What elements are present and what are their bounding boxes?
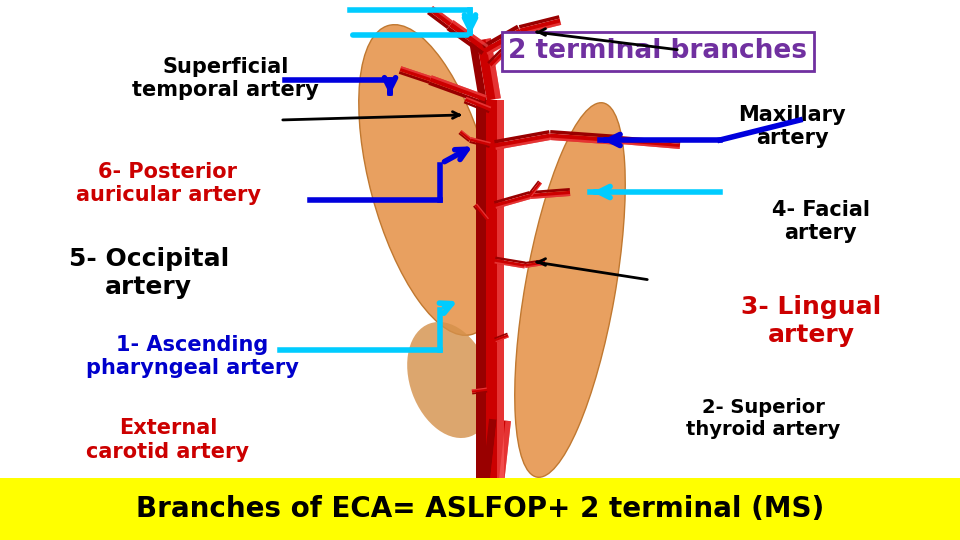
- Polygon shape: [476, 204, 489, 219]
- Polygon shape: [494, 194, 531, 209]
- Polygon shape: [460, 130, 471, 140]
- Text: 1- Ascending
pharyngeal artery: 1- Ascending pharyngeal artery: [85, 335, 299, 378]
- Polygon shape: [495, 336, 509, 342]
- Polygon shape: [449, 20, 489, 51]
- Text: 3- Lingual
artery: 3- Lingual artery: [741, 295, 881, 347]
- Polygon shape: [525, 261, 545, 268]
- Polygon shape: [473, 205, 487, 221]
- Polygon shape: [452, 20, 489, 48]
- Polygon shape: [482, 25, 519, 49]
- Polygon shape: [487, 47, 504, 64]
- Polygon shape: [486, 100, 504, 510]
- Bar: [0, 478, 960, 540]
- Text: 6- Posterior
auricular artery: 6- Posterior auricular artery: [76, 162, 260, 205]
- Polygon shape: [465, 97, 492, 111]
- Polygon shape: [493, 191, 530, 204]
- Text: 4- Facial
artery: 4- Facial artery: [772, 200, 870, 243]
- Polygon shape: [519, 18, 562, 35]
- Polygon shape: [531, 183, 542, 197]
- Polygon shape: [490, 49, 508, 68]
- Polygon shape: [494, 259, 525, 268]
- Polygon shape: [530, 188, 570, 194]
- Polygon shape: [529, 181, 542, 197]
- Polygon shape: [428, 82, 485, 105]
- Polygon shape: [429, 75, 487, 102]
- Polygon shape: [431, 6, 453, 23]
- Polygon shape: [459, 133, 469, 142]
- Polygon shape: [479, 419, 496, 510]
- Polygon shape: [530, 194, 570, 199]
- Polygon shape: [494, 262, 525, 268]
- Polygon shape: [461, 130, 471, 139]
- Polygon shape: [429, 6, 453, 26]
- Polygon shape: [494, 133, 551, 150]
- Polygon shape: [550, 130, 620, 138]
- Polygon shape: [528, 180, 540, 194]
- Polygon shape: [494, 333, 508, 339]
- Text: Branches of ECA= ASLFOP+ 2 terminal (MS): Branches of ECA= ASLFOP+ 2 terminal (MS): [136, 495, 824, 523]
- Polygon shape: [550, 133, 620, 145]
- Polygon shape: [431, 75, 487, 98]
- Polygon shape: [472, 391, 488, 395]
- Polygon shape: [520, 23, 562, 35]
- Polygon shape: [494, 130, 550, 144]
- Polygon shape: [464, 101, 490, 113]
- Polygon shape: [486, 38, 501, 99]
- Polygon shape: [495, 256, 525, 264]
- Polygon shape: [427, 11, 449, 29]
- Polygon shape: [494, 334, 509, 342]
- Polygon shape: [495, 421, 511, 511]
- Polygon shape: [471, 388, 487, 391]
- Polygon shape: [446, 26, 484, 55]
- Polygon shape: [466, 97, 492, 109]
- Polygon shape: [620, 136, 681, 144]
- Text: 2 terminal branches: 2 terminal branches: [508, 38, 807, 64]
- Polygon shape: [469, 141, 490, 148]
- Polygon shape: [550, 138, 620, 145]
- Polygon shape: [399, 66, 431, 81]
- Polygon shape: [469, 137, 491, 146]
- Polygon shape: [487, 32, 523, 55]
- Polygon shape: [619, 142, 680, 149]
- Polygon shape: [518, 15, 560, 29]
- Polygon shape: [471, 388, 487, 393]
- Ellipse shape: [515, 103, 625, 477]
- Polygon shape: [484, 29, 523, 55]
- Polygon shape: [400, 66, 431, 78]
- Polygon shape: [474, 204, 489, 220]
- Polygon shape: [525, 264, 545, 268]
- Ellipse shape: [407, 322, 492, 438]
- Polygon shape: [487, 420, 511, 511]
- Polygon shape: [530, 191, 570, 199]
- Polygon shape: [495, 197, 531, 209]
- Polygon shape: [495, 138, 551, 150]
- Polygon shape: [398, 71, 430, 84]
- Polygon shape: [524, 259, 545, 264]
- Polygon shape: [492, 51, 508, 68]
- Polygon shape: [619, 139, 680, 149]
- Polygon shape: [497, 100, 504, 510]
- Text: External
carotid artery: External carotid artery: [86, 418, 250, 462]
- Text: Superficial
temporal artery: Superficial temporal artery: [132, 57, 319, 100]
- Ellipse shape: [359, 25, 501, 335]
- Text: Maxillary
artery: Maxillary artery: [738, 105, 846, 148]
- Polygon shape: [476, 100, 486, 510]
- Polygon shape: [470, 137, 491, 144]
- Text: 2- Superior
thyroid artery: 2- Superior thyroid artery: [686, 398, 840, 439]
- Text: 5- Occipital
artery: 5- Occipital artery: [69, 247, 228, 299]
- Polygon shape: [469, 40, 487, 102]
- Polygon shape: [477, 38, 501, 100]
